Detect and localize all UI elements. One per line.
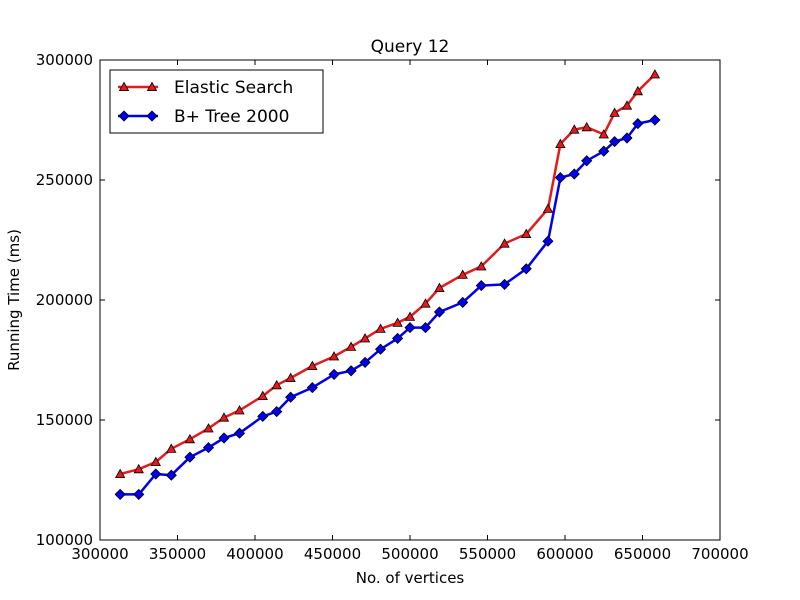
data-point	[542, 203, 554, 213]
data-point	[184, 451, 196, 463]
data-point	[306, 382, 318, 394]
legend-marker	[146, 81, 158, 91]
data-point	[457, 296, 469, 308]
data-point	[233, 427, 246, 439]
data-point	[218, 432, 230, 444]
data-point	[434, 282, 445, 293]
data-point	[419, 322, 432, 334]
data-point	[202, 442, 215, 454]
data-point	[150, 468, 162, 480]
data-point	[555, 138, 566, 149]
data-point	[184, 433, 196, 444]
y-tick-label: 150000	[36, 411, 93, 429]
data-point	[133, 463, 144, 474]
x-axis-title: No. of vertices	[356, 569, 465, 587]
data-point	[609, 136, 621, 148]
y-tick-label: 250000	[36, 171, 93, 189]
data-point	[166, 443, 177, 453]
ticks-layer: 300000 350000 400000 450000 500000 550000 6000…	[36, 51, 749, 563]
data-point	[609, 107, 620, 117]
data-point	[114, 488, 126, 500]
data-point	[621, 100, 633, 110]
data-point	[632, 118, 644, 130]
data-point	[271, 406, 283, 418]
data-point	[328, 351, 340, 361]
x-tick-label: 650000	[614, 545, 671, 563]
y-tick-label: 100000	[36, 531, 93, 549]
data-point	[150, 456, 161, 467]
data-point	[632, 85, 644, 96]
legend: Elastic Search B+ Tree 2000	[109, 69, 324, 134]
data-point	[203, 423, 214, 433]
series-layer	[114, 69, 661, 500]
data-point	[457, 269, 468, 279]
y-tick-label: 200000	[36, 291, 93, 309]
data-point	[345, 365, 357, 377]
data-point	[568, 168, 580, 180]
x-tick-label: 700000	[691, 545, 748, 563]
data-point	[404, 311, 416, 321]
data-point	[328, 368, 340, 380]
series-line	[119, 73, 656, 476]
data-point	[257, 390, 268, 401]
data-point	[375, 323, 386, 333]
x-tick-label: 300000	[71, 545, 128, 563]
y-axis-title: Running Time (ms)	[5, 229, 23, 371]
data-point	[581, 155, 593, 167]
x-tick-label: 400000	[226, 545, 283, 563]
data-point	[520, 263, 532, 275]
legend-label: B+ Tree 2000	[174, 107, 289, 127]
data-point	[649, 114, 661, 126]
data-point	[475, 280, 487, 292]
data-point	[271, 379, 282, 390]
x-tick-label: 550000	[459, 545, 516, 563]
data-point	[165, 469, 177, 481]
data-point	[133, 488, 145, 500]
data-point	[542, 235, 554, 247]
data-point	[374, 343, 387, 355]
legend-marker	[118, 81, 130, 91]
data-point	[420, 298, 431, 308]
data-point	[345, 341, 357, 351]
data-point	[581, 121, 592, 132]
legend-marker	[118, 110, 130, 122]
data-point	[569, 124, 580, 134]
data-point	[114, 468, 126, 479]
data-point	[476, 261, 487, 271]
data-point	[307, 360, 318, 371]
data-point	[404, 322, 416, 334]
data-point	[392, 332, 404, 344]
data-point	[499, 238, 510, 248]
legend-box	[109, 69, 324, 134]
data-point	[554, 172, 566, 184]
data-point	[649, 69, 661, 79]
data-point	[498, 278, 511, 290]
x-tick-label: 600000	[536, 545, 593, 563]
data-point	[598, 145, 610, 157]
data-point	[234, 405, 245, 415]
series-0	[114, 69, 661, 479]
data-point	[359, 333, 371, 343]
data-point	[598, 129, 609, 139]
x-tick-label: 500000	[381, 545, 438, 563]
x-tick-label: 450000	[304, 545, 361, 563]
data-point	[218, 412, 230, 422]
data-point	[285, 391, 297, 403]
data-point	[257, 410, 269, 422]
data-point	[285, 372, 296, 383]
legend-label: Elastic Search	[174, 78, 293, 98]
y-tick-label: 300000	[36, 51, 93, 69]
legend-marker	[146, 110, 158, 122]
data-point	[521, 228, 532, 239]
data-point	[359, 356, 371, 368]
series-1	[114, 114, 661, 500]
x-tick-label: 350000	[149, 545, 206, 563]
data-point	[433, 306, 446, 318]
data-point	[392, 317, 403, 327]
data-point	[621, 132, 633, 144]
chart-title: Query 12	[371, 37, 450, 57]
